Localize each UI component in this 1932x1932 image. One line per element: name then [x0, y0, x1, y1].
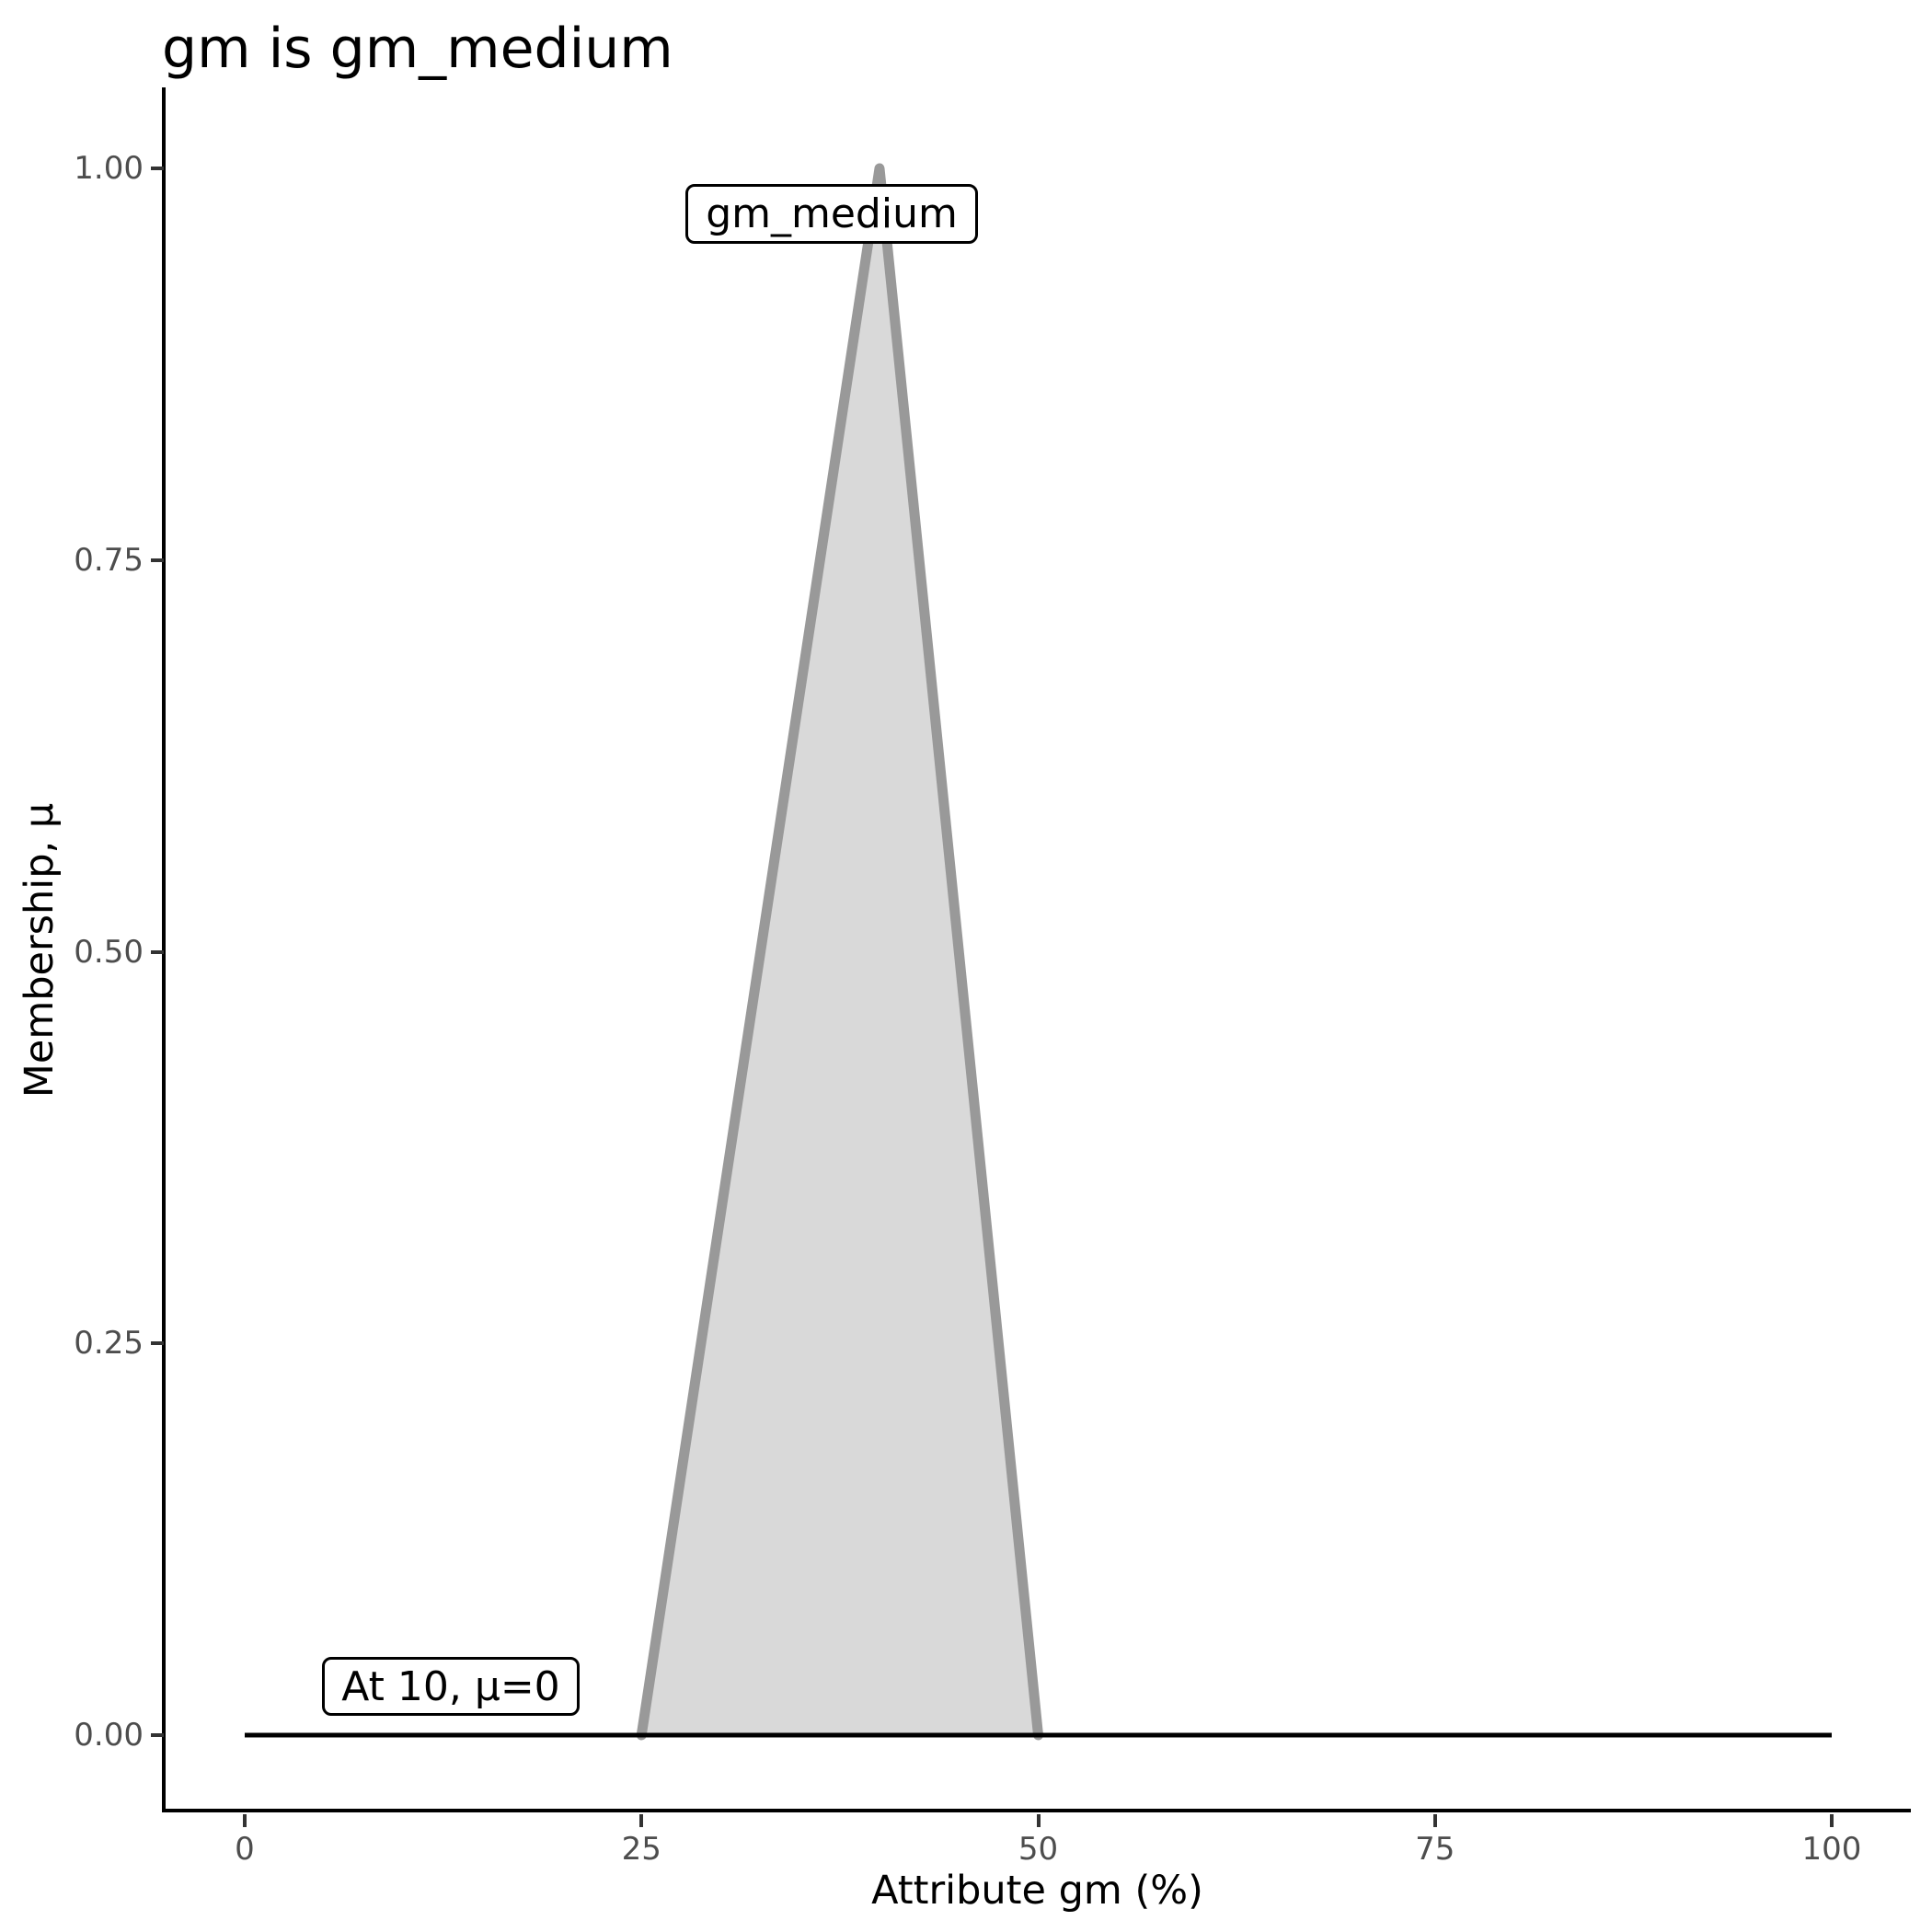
x-tick-mark [1432, 1814, 1437, 1827]
y-tick-mark [151, 1733, 164, 1737]
x-tick-mark [243, 1814, 247, 1827]
y-tick-label: 0.50 [74, 933, 144, 971]
y-tick-mark [151, 167, 164, 170]
x-tick-label: 50 [1018, 1831, 1059, 1868]
x-tick-label: 0 [235, 1831, 255, 1868]
x-tick-label: 75 [1415, 1831, 1455, 1868]
x-tick-label: 100 [1801, 1831, 1862, 1868]
y-axis-label: Membership, μ [17, 802, 63, 1098]
annotation-set-name: gm_medium [685, 184, 978, 244]
x-axis-label: Attribute gm (%) [871, 1868, 1203, 1914]
y-tick-mark [151, 1341, 164, 1346]
y-tick-label: 1.00 [74, 150, 144, 187]
annotation-membership-value-text: At 10, μ=0 [341, 1662, 560, 1710]
y-tick-mark [151, 949, 164, 954]
membership-triangle [636, 163, 1043, 1741]
y-tick-mark [151, 558, 164, 562]
y-tick-label: 0.00 [74, 1717, 144, 1754]
annotation-membership-value: At 10, μ=0 [322, 1657, 580, 1716]
y-tick-label: 0.75 [74, 541, 144, 579]
y-tick-label: 0.25 [74, 1325, 144, 1363]
chart-title: gm is gm_medium [162, 17, 673, 81]
x-tick-label: 25 [621, 1831, 661, 1868]
x-tick-mark [639, 1814, 644, 1827]
x-tick-mark [1036, 1814, 1041, 1827]
x-tick-mark [1830, 1814, 1834, 1827]
annotation-set-name-text: gm_medium [706, 190, 958, 237]
